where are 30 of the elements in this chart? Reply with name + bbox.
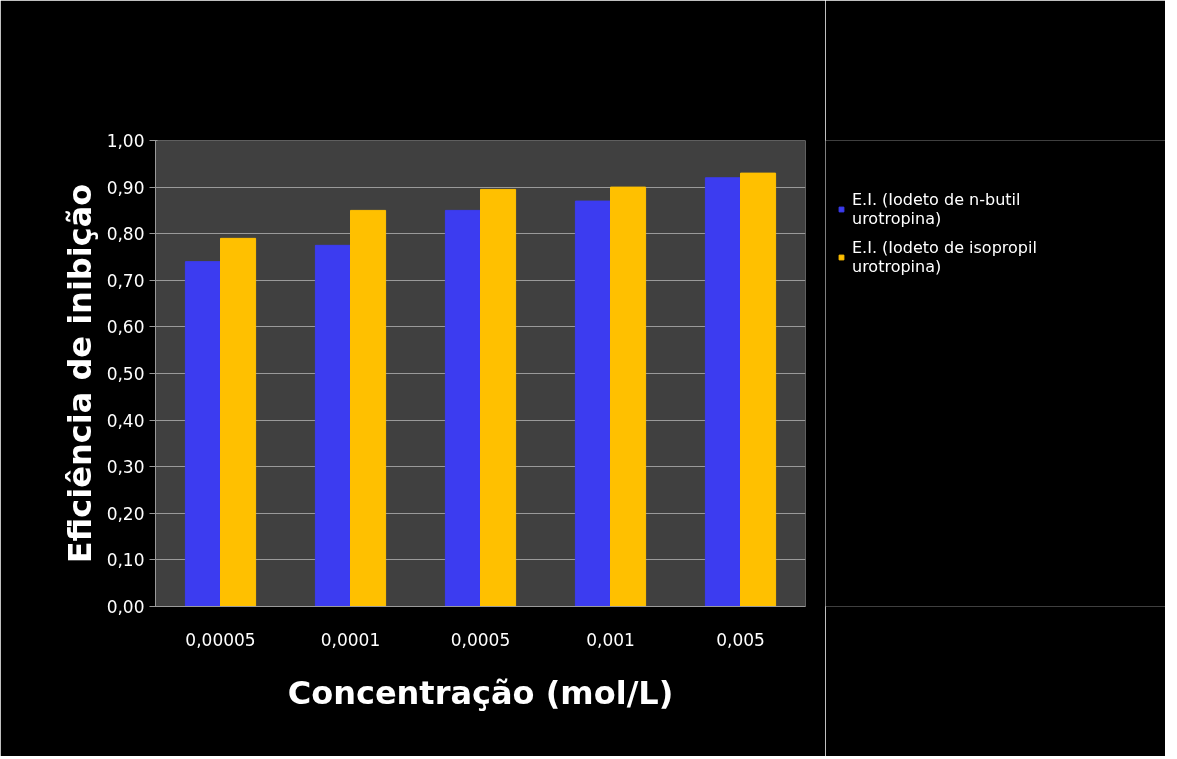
y-tick-label: 0,50 (106, 364, 145, 384)
legend-label: E.I. (Iodeto de isopropil urotropina) (852, 238, 1037, 276)
y-tick-label: 0,00 (106, 597, 145, 617)
x-tick-label: 0,0005 (450, 629, 511, 650)
y-tick-label: 0,60 (106, 317, 145, 338)
y-tick-label: 0,20 (106, 503, 145, 524)
bar (314, 244, 351, 607)
y-tick-label: 0,80 (106, 224, 145, 245)
legend-label: E.I. (Iodeto de n-butil urotropina) (852, 190, 1021, 228)
y-axis-title: Eficiência de inibição (60, 183, 99, 564)
bar (704, 177, 741, 607)
y-tick-label: 0,40 (106, 410, 145, 431)
y-tick-label: 0,90 (106, 177, 145, 198)
y-tick-label: 1,00 (106, 131, 145, 151)
bar (574, 200, 611, 607)
bar (220, 237, 257, 607)
bar (610, 186, 647, 607)
y-tick-label: 0,10 (106, 550, 145, 571)
bar (480, 188, 517, 607)
x-tick-label: 0,005 (716, 629, 765, 650)
x-tick-label: 0,00005 (185, 629, 256, 650)
x-tick-label: 0,0001 (320, 629, 381, 650)
x-axis-title: Concentração (mol/L) (287, 673, 674, 712)
y-tick-label: 0,30 (106, 457, 145, 478)
x-tick-label: 0,001 (586, 629, 635, 650)
bar (740, 172, 777, 607)
y-tick-label: 0,70 (106, 270, 145, 291)
bar (184, 261, 221, 607)
bar (350, 209, 387, 607)
bar (444, 209, 481, 607)
